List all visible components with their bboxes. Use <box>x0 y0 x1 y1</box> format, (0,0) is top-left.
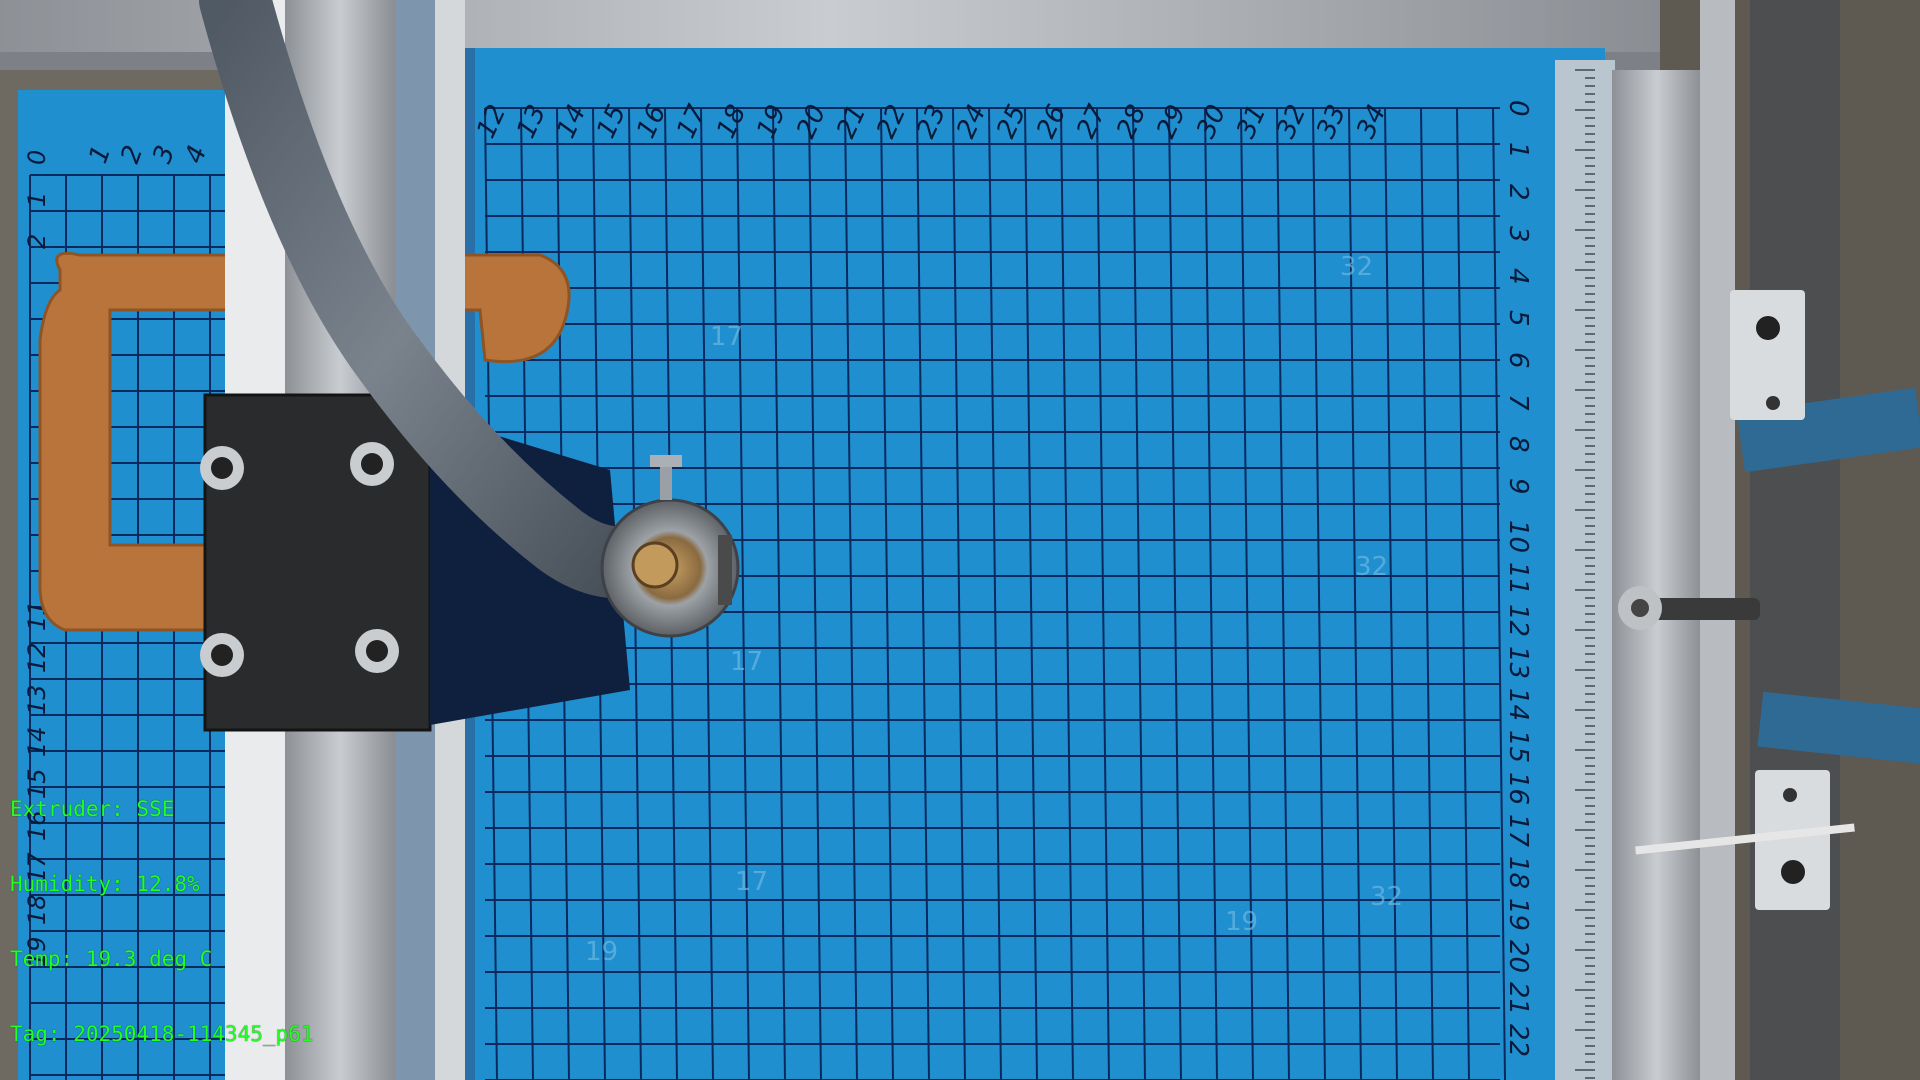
right-axis-label: 3 <box>1503 226 1533 243</box>
grid-line-vertical <box>1240 107 1254 1080</box>
grid-line-vertical <box>1456 107 1470 1080</box>
grid-line-vertical <box>1348 107 1362 1080</box>
left-side-label: 14 <box>23 726 51 757</box>
braided-hose <box>199 0 676 599</box>
right-axis-label: 15 <box>1503 730 1533 763</box>
grid-line-vertical <box>808 107 822 1080</box>
right-axis-label: 22 <box>1503 1024 1533 1057</box>
grid-line-vertical <box>952 107 966 1080</box>
right-axis-label: 4 <box>1503 268 1533 285</box>
top-axis-labels: 1213141516171819202122232425262728293031… <box>471 100 1392 143</box>
right-axis-label: 5 <box>1503 310 1533 327</box>
grid-line-vertical <box>1060 107 1074 1080</box>
right-axis-label: 8 <box>1503 436 1533 453</box>
right-frame-rail <box>1612 70 1702 1080</box>
svg-text:32: 32 <box>1355 552 1388 582</box>
telemetry-overlay: Extruder: SSE Humidity: 12.8% Temp: 19.3… <box>10 747 313 1072</box>
right-axis-label: 9 <box>1503 478 1533 495</box>
grid-line-vertical <box>916 107 930 1080</box>
svg-text:19: 19 <box>585 937 618 967</box>
right-axis-label: 17 <box>1503 814 1533 848</box>
svg-text:32: 32 <box>1340 252 1373 282</box>
tag-readout: Tag: 20250418-114345_p61 <box>10 1022 314 1046</box>
right-axis-label: 18 <box>1503 856 1533 889</box>
left-side-label: 19 <box>23 936 51 967</box>
left-side-label: 13 <box>23 684 51 715</box>
right-axis-label: 7 <box>1503 394 1533 411</box>
right-axis-label: 6 <box>1503 352 1533 369</box>
right-axis-label: 21 <box>1503 982 1533 1015</box>
grid-line-vertical <box>844 107 858 1080</box>
left-side-label: 16 <box>23 810 51 841</box>
bracket-top <box>1730 290 1805 420</box>
grid-line-vertical <box>1276 107 1290 1080</box>
grid-line-vertical <box>880 107 894 1080</box>
side-extrusion <box>1750 0 1840 1080</box>
grid-line-vertical <box>736 107 750 1080</box>
grid-line-vertical <box>1204 107 1218 1080</box>
right-axis-label: 16 <box>1503 772 1533 805</box>
left-side-label: 2 <box>23 234 51 249</box>
left-side-label: 17 <box>23 852 51 883</box>
grid-line-vertical <box>1024 107 1038 1080</box>
right-axis-label: 10 <box>1503 520 1533 553</box>
temperature-readout: Temp: 19.3 deg C <box>10 947 213 971</box>
right-axis-label: 20 <box>1503 940 1533 973</box>
grid-line-vertical <box>1096 107 1110 1080</box>
grid-line-vertical <box>1420 107 1434 1080</box>
grid-line-vertical <box>1492 107 1506 1080</box>
right-axis-label: 2 <box>1503 184 1533 201</box>
left-side-label: 1 <box>23 192 51 207</box>
bracket-bottom <box>1755 770 1830 910</box>
right-axis-label: 11 <box>1503 562 1533 595</box>
right-axis-label: 13 <box>1503 646 1533 679</box>
right-axis-label: 1 <box>1503 142 1533 159</box>
grid-line-vertical <box>1384 107 1398 1080</box>
svg-text:19: 19 <box>1225 907 1258 937</box>
humidity-readout: Humidity: 12.8% <box>10 872 200 896</box>
grid-line-vertical <box>1312 107 1326 1080</box>
left-side-label: 15 <box>23 768 51 799</box>
extruder-mount-block <box>203 393 432 732</box>
left-side-label: 12 <box>23 642 51 673</box>
svg-text:17: 17 <box>735 867 768 897</box>
left-side-label: 18 <box>23 894 51 925</box>
right-axis-label: 19 <box>1503 898 1533 931</box>
extruder-readout: Extruder: SSE <box>10 797 175 821</box>
right-axis-label: 12 <box>1503 604 1533 637</box>
svg-text:17: 17 <box>730 647 763 677</box>
grid-line-vertical <box>1168 107 1182 1080</box>
right-axis-label: 14 <box>1503 688 1533 721</box>
grid-line-vertical <box>772 107 786 1080</box>
svg-text:17: 17 <box>710 322 743 352</box>
svg-text:32: 32 <box>1370 882 1403 912</box>
grid-line-vertical <box>1132 107 1146 1080</box>
grid-line-vertical <box>988 107 1002 1080</box>
left-side-label: 0 <box>23 150 51 165</box>
right-axis-label: 0 <box>1503 100 1533 117</box>
right-ruler <box>1555 60 1615 1080</box>
